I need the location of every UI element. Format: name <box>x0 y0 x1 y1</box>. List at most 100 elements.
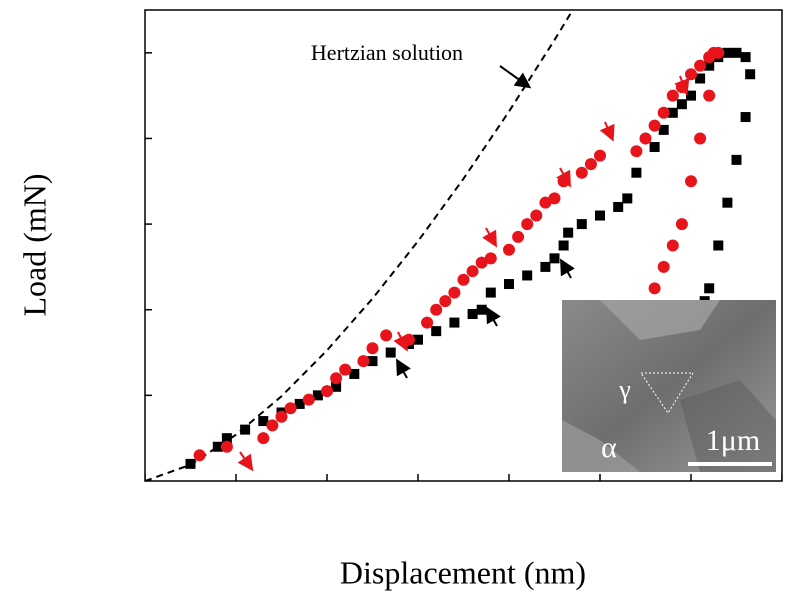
x-tick-label: 20 <box>317 493 338 517</box>
annotation: Hertzian solution <box>311 40 463 65</box>
point <box>413 334 423 345</box>
y-tick-label: 1.0 <box>111 39 137 63</box>
point <box>258 416 269 427</box>
inset-label: γ <box>618 375 631 404</box>
point <box>712 46 725 59</box>
point <box>713 240 724 251</box>
arrow <box>486 306 501 327</box>
point <box>522 270 533 281</box>
point <box>694 59 707 72</box>
point <box>745 69 756 80</box>
point <box>339 363 352 376</box>
point <box>576 219 587 230</box>
point <box>676 99 687 110</box>
arrow <box>482 227 497 248</box>
point <box>584 158 597 171</box>
point <box>613 201 624 212</box>
point <box>349 368 360 379</box>
point <box>667 107 678 118</box>
point <box>675 218 688 231</box>
x-tick-label: 0 <box>140 493 151 517</box>
point <box>467 309 478 320</box>
point <box>685 68 697 81</box>
point <box>648 282 661 295</box>
point <box>540 261 551 272</box>
point <box>722 197 733 208</box>
x-tick-label: 70 <box>772 493 793 517</box>
point <box>484 252 497 265</box>
point <box>563 227 574 238</box>
x-tick-label: 30 <box>408 493 429 517</box>
x-axis-label: Displacement (nm) <box>340 554 586 590</box>
arrow <box>556 167 571 188</box>
y-tick-label: 0.6 <box>111 210 137 234</box>
x-tick-label: 50 <box>590 493 611 517</box>
arrow <box>393 331 408 352</box>
point <box>595 210 605 221</box>
point <box>630 145 643 158</box>
point <box>648 119 661 132</box>
y-axis-label: Load (mN) <box>16 173 52 316</box>
point <box>366 342 379 355</box>
inset-label: 1μm <box>706 424 760 457</box>
point <box>694 132 707 145</box>
point <box>731 154 742 165</box>
point <box>457 273 470 286</box>
point <box>666 239 679 252</box>
point <box>666 89 679 102</box>
indent-mark <box>640 372 694 414</box>
x-tick-label: 10 <box>226 493 247 517</box>
point <box>257 432 270 445</box>
point <box>321 385 333 398</box>
point <box>385 347 396 358</box>
arrow <box>674 75 690 96</box>
point <box>221 433 232 444</box>
point <box>485 287 496 298</box>
arrow <box>396 358 411 379</box>
arrows <box>237 65 690 472</box>
point <box>380 329 393 342</box>
point <box>722 47 733 58</box>
arrow <box>237 451 254 472</box>
point <box>539 196 552 209</box>
point <box>431 326 442 337</box>
point <box>284 402 297 415</box>
point <box>439 295 452 308</box>
inset-micrograph: γ α 1μm <box>562 300 776 472</box>
point <box>193 449 206 462</box>
point <box>686 90 696 101</box>
point <box>475 256 488 269</box>
y-tick-label: 0.8 <box>111 124 137 148</box>
x-tick-label: 60 <box>681 493 702 517</box>
point <box>639 132 652 145</box>
point <box>512 230 525 243</box>
y-tick-label: 0.0 <box>111 467 137 491</box>
point <box>220 440 233 453</box>
point <box>575 166 588 179</box>
point <box>330 372 343 385</box>
point <box>594 149 606 162</box>
point <box>658 124 669 135</box>
point <box>558 240 569 251</box>
point <box>331 381 342 392</box>
point <box>357 355 370 368</box>
point <box>549 253 560 264</box>
inset-grain <box>562 420 640 472</box>
point <box>704 283 715 294</box>
x-tick-label: 40 <box>499 493 520 517</box>
inset-label: α <box>601 431 617 464</box>
point <box>521 218 534 231</box>
axes-frame <box>144 9 783 482</box>
point <box>185 458 196 469</box>
point <box>448 286 461 299</box>
point <box>740 52 751 63</box>
point <box>649 142 660 153</box>
y-tick-label: 0.4 <box>111 296 138 320</box>
y-tick-label: 0.2 <box>111 381 137 405</box>
point <box>740 112 751 123</box>
point <box>302 393 315 406</box>
inset-grain <box>680 380 776 472</box>
point <box>695 73 706 84</box>
point <box>704 60 715 71</box>
